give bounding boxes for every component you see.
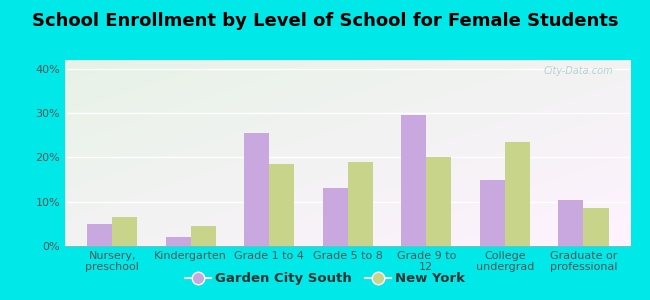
Bar	[166, 237, 190, 246]
Bar	[269, 164, 294, 246]
Bar	[112, 217, 137, 246]
Bar	[348, 162, 373, 246]
Bar	[558, 200, 584, 246]
Bar	[87, 224, 112, 246]
Bar	[244, 133, 269, 246]
Legend: Garden City South, New York: Garden City South, New York	[179, 267, 471, 290]
Bar	[322, 188, 348, 246]
Bar	[480, 180, 505, 246]
Bar	[505, 142, 530, 246]
Bar	[190, 226, 216, 246]
Text: City-Data.com: City-Data.com	[544, 66, 614, 76]
Bar	[584, 208, 608, 246]
Bar	[401, 116, 426, 246]
Bar	[426, 158, 452, 246]
Text: School Enrollment by Level of School for Female Students: School Enrollment by Level of School for…	[32, 12, 618, 30]
